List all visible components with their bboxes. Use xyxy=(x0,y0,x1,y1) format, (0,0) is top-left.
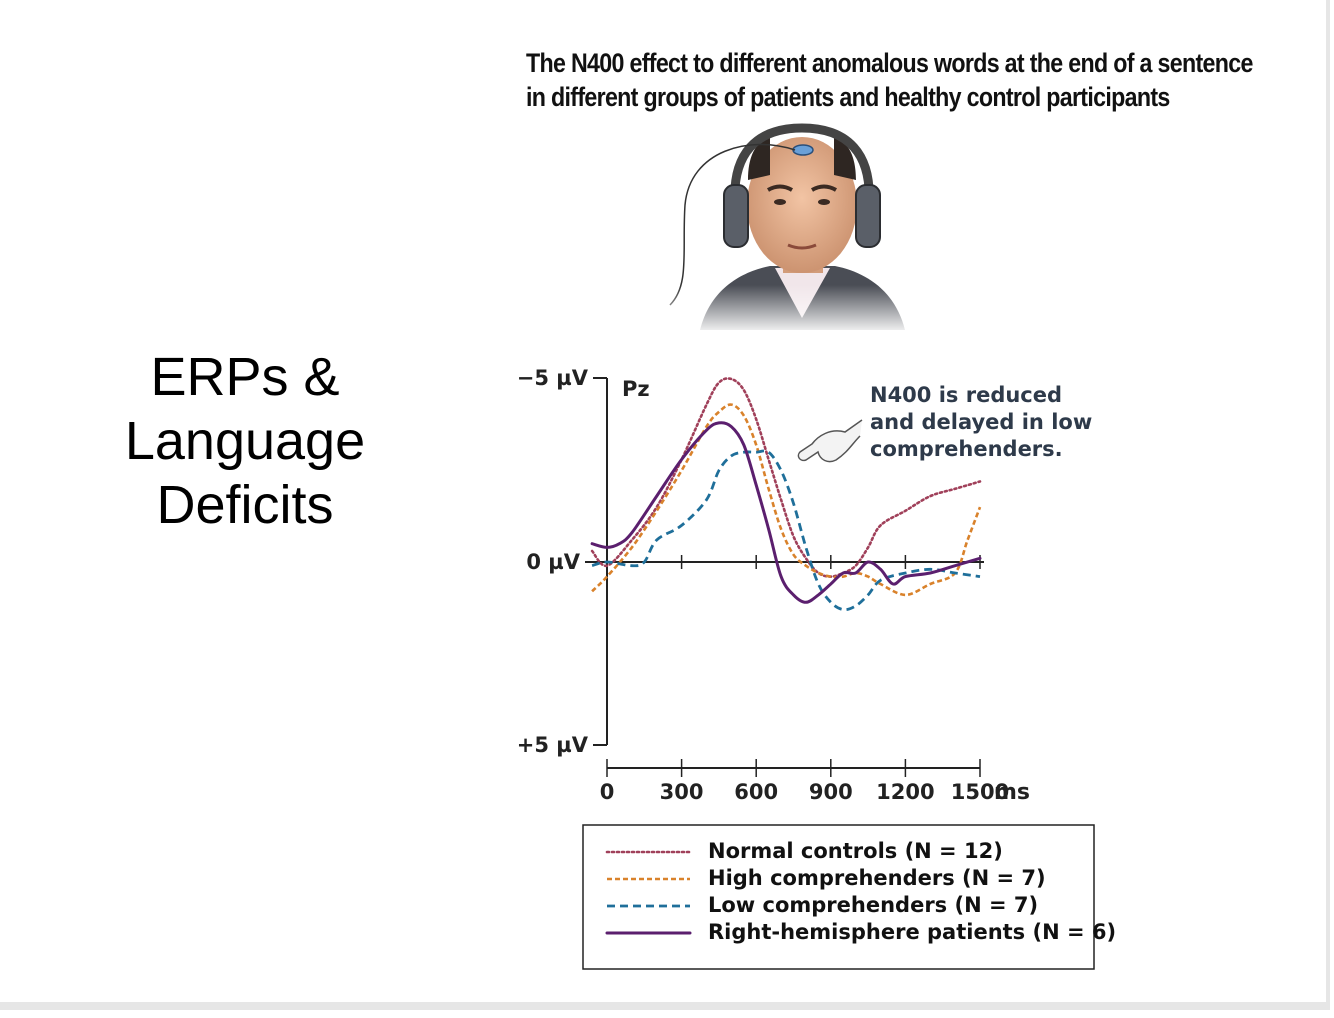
y-tick-label: +5 µV xyxy=(517,733,589,757)
x-tick-label: 900 xyxy=(809,780,853,804)
x-tick-labels: 0 300 600 900 1200 1500 xyxy=(600,780,1010,804)
annotation: N400 is reduced and delayed in low compr… xyxy=(797,383,1092,463)
right-eye-shape xyxy=(818,199,830,205)
eyebrows-shape xyxy=(766,184,838,192)
x-tick-label: 600 xyxy=(734,780,778,804)
right-earcup-shape xyxy=(855,184,881,248)
series-line xyxy=(591,449,981,612)
series-layer xyxy=(590,377,982,612)
slide-title-line-3: Deficits xyxy=(156,475,334,535)
participant-illustration xyxy=(660,123,920,335)
series-line xyxy=(591,403,982,597)
head-shape xyxy=(747,137,857,273)
mouth-shape xyxy=(787,243,817,250)
y-tick-label: −5 µV xyxy=(517,366,589,390)
annotation-line-3: comprehenders. xyxy=(870,437,1063,461)
hair-shape xyxy=(748,138,856,180)
x-unit-label: ms xyxy=(994,780,1030,805)
electrode-icon xyxy=(792,144,814,156)
x-tick-label: 0 xyxy=(600,780,615,804)
series-line xyxy=(590,421,982,604)
figure-title-line-2: in different groups of patients and heal… xyxy=(526,82,1170,112)
x-tick-label: 1200 xyxy=(876,780,934,804)
left-earcup-shape xyxy=(723,184,749,248)
legend-label: Low comprehenders (N = 7) xyxy=(708,893,1038,917)
legend: Normal controls (N = 12) High comprehend… xyxy=(582,824,1116,970)
electrode-label: Pz xyxy=(622,377,650,401)
figure-title: The N400 effect to different anomalous w… xyxy=(526,46,1253,114)
headphone-band-shape xyxy=(730,123,874,216)
figure-title-line-1: The N400 effect to different anomalous w… xyxy=(526,48,1253,78)
x-tick-label: 300 xyxy=(660,780,704,804)
legend-label: Right-hemisphere patients (N = 6) xyxy=(708,920,1116,944)
legend-label: High comprehenders (N = 7) xyxy=(708,866,1046,890)
left-eye-shape xyxy=(774,199,786,205)
annotation-line-2: and delayed in low xyxy=(870,410,1092,434)
legend-label: Normal controls (N = 12) xyxy=(708,839,1003,863)
x-tick-label: 1500 xyxy=(951,780,1009,804)
chart-axes xyxy=(585,377,984,777)
y-tick-label: 0 µV xyxy=(526,550,580,574)
slide-title: ERPs & Language Deficits xyxy=(95,345,395,537)
series-line xyxy=(590,377,982,578)
legend-swatches xyxy=(605,850,692,935)
electrode-wire-shape xyxy=(669,143,796,306)
pointing-hand-icon xyxy=(797,419,863,463)
slide-title-line-1: ERPs & xyxy=(150,347,340,407)
annotation-line-1: N400 is reduced xyxy=(870,383,1062,407)
illustration-fade xyxy=(660,285,920,335)
legend-box xyxy=(582,824,1095,970)
slide-title-line-2: Language xyxy=(124,411,366,471)
